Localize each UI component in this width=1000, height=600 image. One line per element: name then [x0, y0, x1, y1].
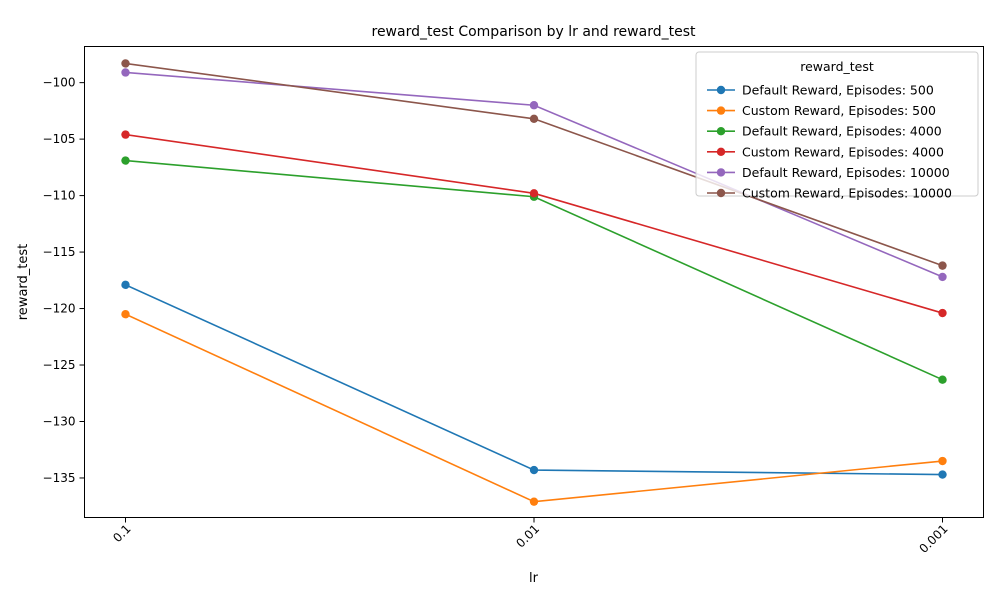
legend-label: Default Reward, Episodes: 500	[742, 83, 934, 98]
data-point	[529, 114, 539, 123]
data-point	[121, 309, 130, 319]
legend-swatch-marker	[716, 85, 726, 95]
series-5	[121, 68, 947, 282]
legend-entry: Custom Reward, Episodes: 500	[707, 103, 936, 118]
legend-swatch-marker	[716, 106, 726, 115]
legend-swatch-marker	[716, 147, 726, 156]
legend-label: Default Reward, Episodes: 10000	[742, 165, 950, 180]
data-point	[938, 308, 947, 318]
y-tick-label: −120	[43, 302, 76, 316]
data-point	[529, 497, 539, 506]
y-tick-label: −125	[43, 358, 76, 372]
data-point	[938, 456, 947, 466]
legend-label: Custom Reward, Episodes: 500	[742, 103, 936, 118]
legend: reward_test Default Reward, Episodes: 50…	[695, 51, 979, 201]
legend-entry: Custom Reward, Episodes: 10000	[707, 186, 952, 201]
y-tick-label: −110	[43, 189, 76, 203]
data-point	[529, 465, 539, 475]
series-layer	[121, 59, 947, 506]
x-axis-label: lr	[529, 571, 539, 586]
series-1	[121, 280, 947, 479]
y-tick-label: −135	[43, 471, 76, 485]
legend-entry: Default Reward, Episodes: 10000	[707, 165, 950, 180]
legend-entry: Default Reward, Episodes: 4000	[707, 124, 942, 139]
legend-title: reward_test	[800, 59, 874, 74]
data-point	[121, 59, 130, 68]
data-point	[529, 189, 539, 198]
data-point	[938, 272, 947, 282]
data-point	[938, 375, 947, 384]
legend-swatch-marker	[716, 188, 726, 198]
data-point	[529, 101, 539, 110]
legend-swatch-marker	[716, 127, 726, 136]
data-point	[121, 280, 130, 290]
y-axis-label: reward_test	[16, 244, 31, 321]
data-point	[121, 130, 130, 139]
series-4	[121, 130, 947, 318]
y-tick-label: −115	[43, 245, 76, 259]
y-tick-label: −130	[43, 414, 76, 428]
data-point	[121, 68, 130, 77]
legend-items: Default Reward, Episodes: 500 Custom Rewa…	[707, 83, 952, 201]
data-point	[938, 261, 947, 270]
legend-box	[695, 51, 979, 197]
legend-label: Default Reward, Episodes: 4000	[742, 124, 942, 139]
y-axis: −135 −130 −125 −120 −115 −110 −105 −100	[43, 76, 85, 485]
y-tick-label: −105	[43, 132, 76, 146]
legend-label: Custom Reward, Episodes: 4000	[742, 144, 944, 159]
y-tick-label: −100	[43, 76, 76, 90]
data-point	[938, 470, 947, 479]
series-6	[121, 59, 947, 270]
legend-swatch-marker	[716, 168, 726, 177]
legend-entry: Default Reward, Episodes: 500	[707, 83, 934, 98]
legend-label: Custom Reward, Episodes: 10000	[742, 186, 952, 201]
legend-entry: Custom Reward, Episodes: 4000	[707, 144, 944, 159]
series-2	[121, 309, 947, 506]
data-point	[121, 156, 130, 165]
chart-title: reward_test Comparison by lr and reward_…	[372, 24, 696, 40]
